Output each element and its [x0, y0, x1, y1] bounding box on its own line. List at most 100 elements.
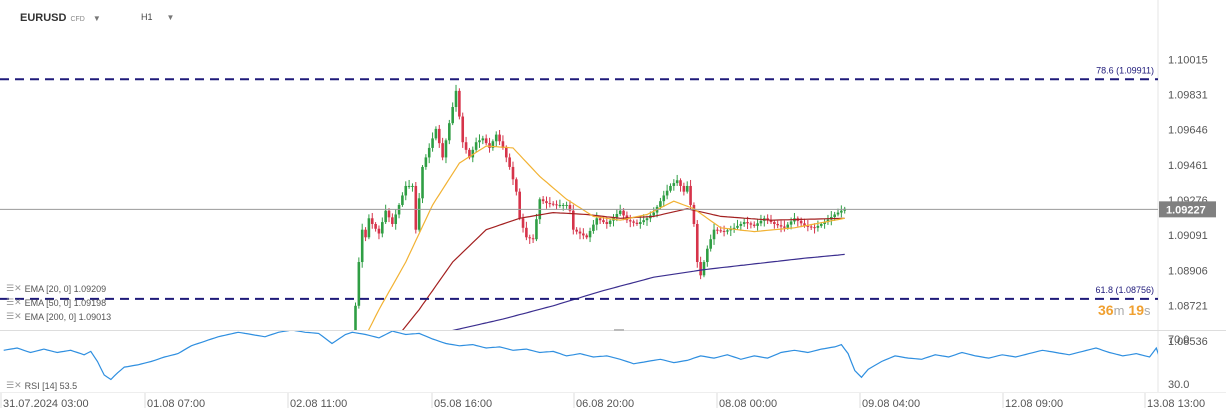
candle [588, 230, 592, 238]
candle [417, 198, 421, 230]
candle [645, 218, 649, 221]
legend-ema50-label: EMA [50, 0] 1.09198 [24, 297, 107, 308]
settings-close-icon[interactable]: ☰✕ [6, 380, 22, 390]
candle [712, 229, 716, 240]
candle [351, 351, 354, 370]
candle [642, 220, 645, 223]
symbol-name: EURUSD [20, 12, 67, 24]
legend-ema200[interactable]: ☰✕ EMA [200, 0] 1.09013 [6, 311, 111, 322]
x-tick-label: 05.08 16:00 [434, 398, 492, 410]
candle [806, 225, 810, 227]
candle [578, 231, 582, 234]
candle [742, 222, 746, 224]
candle [635, 222, 639, 224]
candle [407, 185, 411, 187]
legend-rsi[interactable]: ☰✕ RSI [14] 53.5 [6, 380, 77, 391]
caret-down-icon[interactable]: ▼ [92, 13, 101, 23]
candle [441, 143, 444, 158]
candle [706, 248, 709, 263]
x-tick-label: 13.08 13:00 [1147, 398, 1205, 410]
candle [454, 90, 458, 108]
candle [448, 123, 451, 141]
candle [622, 210, 625, 216]
candle [665, 190, 669, 196]
candle [414, 185, 418, 230]
candle [776, 223, 779, 226]
candle [461, 116, 465, 143]
legend-ema20[interactable]: ☰✕ EMA [20, 0] 1.09209 [6, 283, 106, 294]
candle [558, 204, 562, 206]
candle [444, 140, 448, 158]
candle [809, 226, 813, 228]
candle [756, 223, 759, 226]
candle [836, 212, 840, 215]
rsi-tick-label: 70.0 [1168, 334, 1189, 346]
candle [608, 220, 612, 224]
candle [508, 157, 511, 167]
candle [585, 235, 589, 238]
candle [826, 219, 830, 223]
current-price-tag [1159, 201, 1216, 218]
candle [484, 138, 488, 144]
candle [471, 149, 475, 158]
candle [468, 149, 471, 158]
candle [813, 227, 816, 229]
candle [545, 201, 548, 204]
candle [689, 185, 692, 205]
symbol-selector[interactable]: EURUSD CFD ▼ [20, 10, 101, 26]
caret-down-icon[interactable]: ▼ [166, 12, 175, 22]
candle [551, 203, 555, 205]
y-tick-label: 1.09646 [1168, 125, 1208, 137]
candle [381, 222, 384, 234]
candle [437, 128, 441, 144]
legend-rsi-label: RSI [14] 53.5 [24, 380, 78, 391]
settings-close-icon[interactable]: ☰✕ [6, 297, 22, 307]
timer-minutes: 36 [1098, 302, 1114, 318]
candle [833, 214, 836, 218]
x-tick-label: 09.08 04:00 [862, 398, 920, 410]
candle [370, 218, 374, 224]
settings-close-icon[interactable]: ☰✕ [6, 311, 22, 321]
candle [421, 166, 424, 199]
timer-minutes-unit: m [1113, 303, 1125, 318]
legend-ema50[interactable]: ☰✕ EMA [50, 0] 1.09198 [6, 297, 106, 308]
ema50-line [402, 208, 845, 330]
candle [799, 220, 803, 224]
candle [726, 230, 729, 232]
candle [354, 305, 357, 330]
candle [732, 227, 736, 230]
candle [675, 180, 679, 184]
candle [679, 180, 682, 186]
legend-ema200-label: EMA [200, 0] 1.09013 [24, 311, 112, 322]
candle [652, 212, 656, 216]
candle [736, 225, 739, 228]
ema20-line [367, 145, 845, 330]
y-tick-label: 1.10015 [1168, 54, 1208, 66]
y-tick-label: 1.09831 [1168, 89, 1208, 101]
candle [555, 204, 558, 206]
candle [803, 223, 806, 226]
candle [384, 210, 387, 223]
timeframe-selector[interactable]: H1 ▼ [141, 12, 174, 22]
candle [695, 223, 699, 263]
candle [582, 233, 585, 236]
timer-seconds-unit: s [1144, 303, 1151, 318]
candle [451, 107, 454, 124]
legend-ema20-label: EMA [20, 0] 1.09209 [24, 283, 107, 294]
candle [672, 183, 676, 186]
candle [729, 229, 733, 231]
settings-close-icon[interactable]: ☰✕ [6, 283, 22, 293]
candle [458, 90, 461, 117]
candle [478, 140, 481, 143]
x-tick-label: 01.08 07:00 [147, 398, 205, 410]
fib-level-label: 61.8 (1.08756) [1095, 285, 1154, 295]
candle [504, 147, 508, 158]
candle [377, 228, 381, 234]
candle [360, 229, 364, 263]
candle [491, 141, 495, 148]
y-tick-label: 1.08721 [1168, 301, 1208, 313]
candle [709, 239, 712, 249]
candle [692, 204, 696, 224]
candle [548, 203, 552, 205]
